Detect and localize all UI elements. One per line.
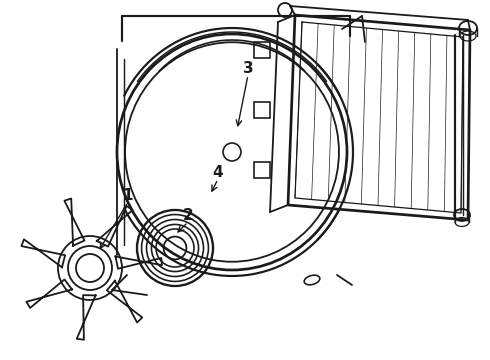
Text: 4: 4 <box>213 165 223 180</box>
Text: 2: 2 <box>183 207 194 222</box>
Text: 1: 1 <box>123 188 133 202</box>
Text: 3: 3 <box>243 60 253 76</box>
